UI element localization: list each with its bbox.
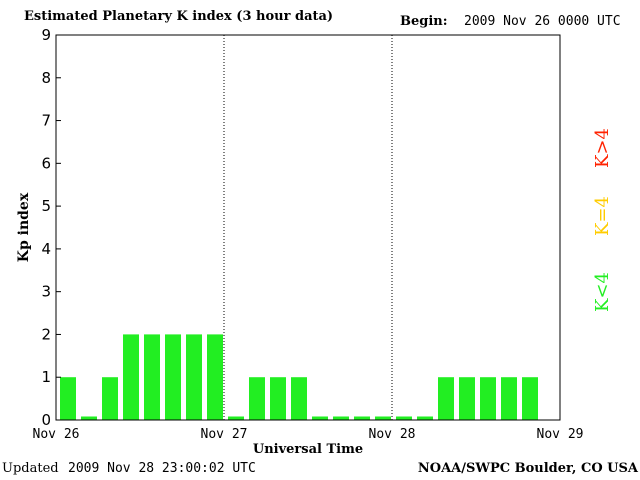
kp-bar bbox=[459, 377, 475, 420]
x-tick-label: Nov 28 bbox=[369, 427, 416, 442]
kp-bar bbox=[480, 377, 496, 420]
kp-bar bbox=[291, 377, 307, 420]
kp-bar bbox=[60, 377, 76, 420]
y-tick-label: 2 bbox=[41, 325, 51, 343]
kp-bar bbox=[375, 416, 391, 420]
source-credit: NOAA/SWPC Boulder, CO USA bbox=[417, 461, 638, 476]
kp-bar bbox=[102, 377, 118, 420]
x-tick-label: Nov 27 bbox=[201, 427, 248, 442]
y-tick-label: 9 bbox=[41, 26, 51, 44]
plot-frame bbox=[55, 34, 561, 421]
y-tick-label: 3 bbox=[41, 283, 51, 301]
legend-k-equal-4: K=4 bbox=[592, 196, 613, 236]
x-axis-label: Universal Time bbox=[253, 442, 363, 457]
kp-bar bbox=[144, 334, 160, 420]
kp-bar bbox=[354, 416, 370, 420]
y-tick-label: 8 bbox=[41, 69, 51, 87]
kp-bar bbox=[249, 377, 265, 420]
y-tick-label: 5 bbox=[41, 197, 51, 215]
y-tick-label: 1 bbox=[41, 368, 51, 386]
y-axis-label: Kp index bbox=[16, 192, 32, 262]
kp-bar bbox=[228, 416, 244, 420]
kp-bar bbox=[417, 416, 433, 420]
kp-bar bbox=[270, 377, 286, 420]
begin-label: Begin: bbox=[400, 14, 448, 29]
kp-bar bbox=[522, 377, 538, 420]
y-tick-label: 4 bbox=[41, 240, 51, 258]
updated-label: Updated bbox=[2, 461, 59, 476]
begin-value: 2009 Nov 26 0000 UTC bbox=[464, 14, 621, 29]
y-tick-label: 7 bbox=[41, 112, 51, 130]
kp-bar bbox=[333, 416, 349, 420]
chart-title: Estimated Planetary K index (3 hour data… bbox=[24, 9, 334, 24]
kp-bar bbox=[123, 334, 139, 420]
kp-bar bbox=[438, 377, 454, 420]
legend-k-greater-4: K>4 bbox=[592, 128, 613, 168]
x-tick-label: Nov 26 bbox=[33, 427, 80, 442]
y-tick-label: 0 bbox=[41, 411, 51, 429]
y-tick-label: 6 bbox=[41, 154, 51, 172]
x-tick-label: Nov 29 bbox=[537, 427, 584, 442]
kp-bar bbox=[186, 334, 202, 420]
legend-k-less-4: K<4 bbox=[592, 272, 613, 312]
kp-bar bbox=[81, 416, 97, 420]
kp-bar bbox=[312, 416, 328, 420]
kp-bar bbox=[396, 416, 412, 420]
kp-bar bbox=[207, 334, 223, 420]
kp-bar bbox=[501, 377, 517, 420]
updated-value: 2009 Nov 28 23:00:02 UTC bbox=[68, 461, 256, 476]
kp-bar bbox=[165, 334, 181, 420]
